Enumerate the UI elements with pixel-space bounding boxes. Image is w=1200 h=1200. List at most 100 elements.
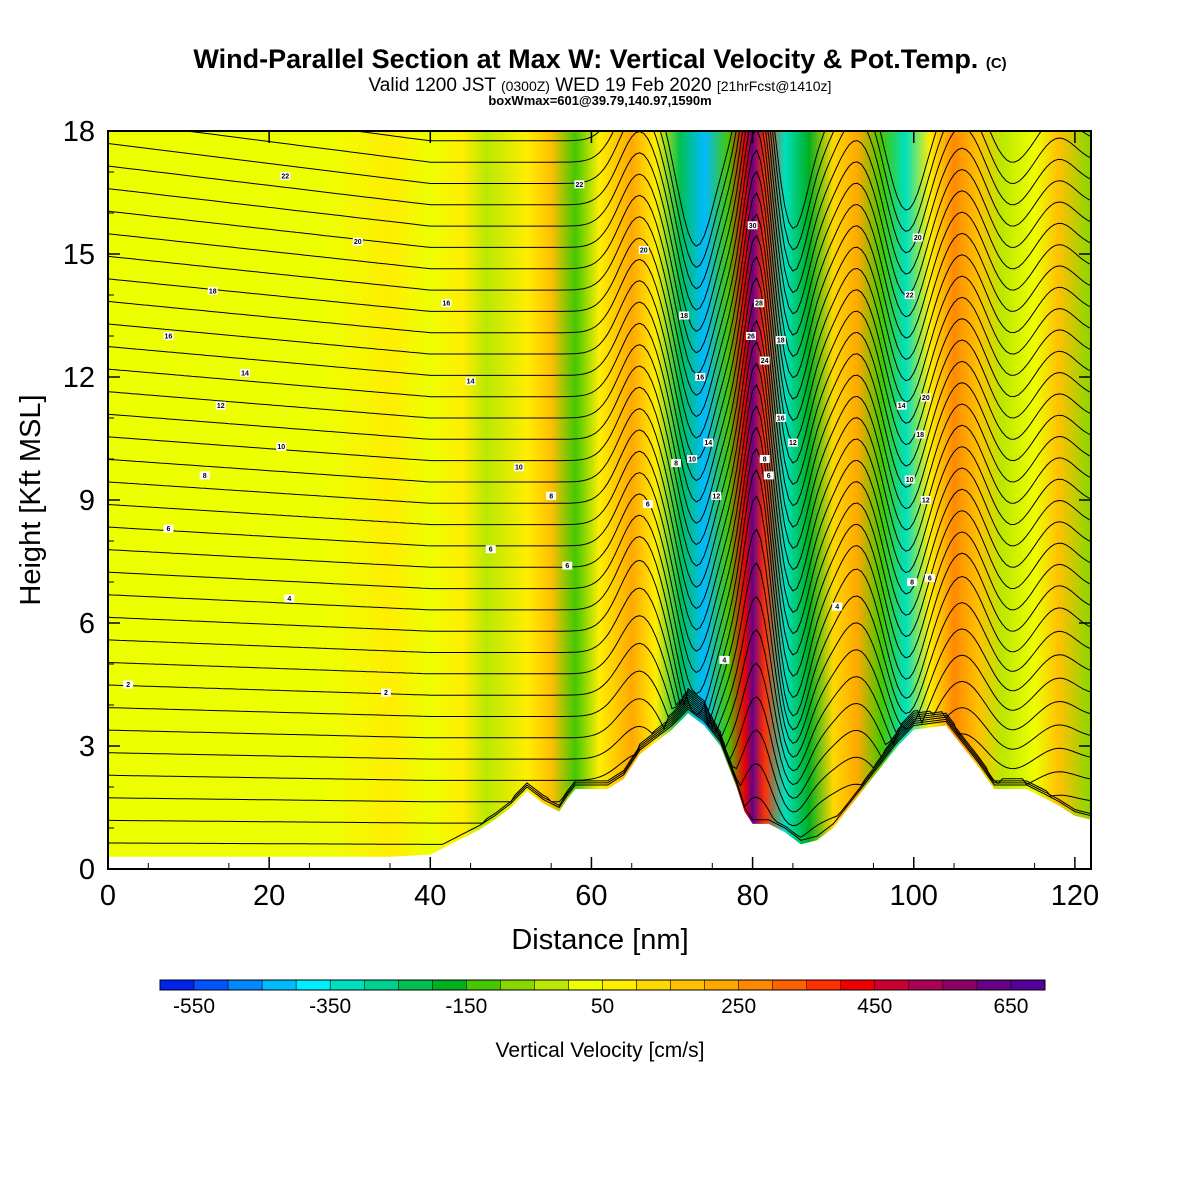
contour-label-bg [719, 655, 730, 664]
valid-c: WED 19 Feb 2020 [555, 75, 712, 96]
isentrope-line [108, 469, 1091, 716]
contour-label: 4 [722, 657, 726, 664]
contour-label-bg [904, 475, 915, 484]
colorbar-swatch [942, 979, 978, 991]
title-mark: (C) [985, 55, 1007, 72]
chart-title: Wind-Parallel Section at Max W: Vertical… [0, 44, 1200, 75]
isentrope-line [108, 708, 1091, 845]
contour-label: 28 [755, 301, 763, 308]
isentrope-line [108, 213, 1091, 460]
colorbar-swatch [806, 979, 842, 991]
contour-label-bg [562, 561, 573, 570]
contour-label: 22 [281, 174, 289, 181]
contour-label-bg [276, 442, 287, 451]
contour-label-bg [441, 299, 452, 308]
y-tick-label: 18 [63, 116, 95, 148]
contour-label-bg [787, 438, 798, 447]
contour-label-bg [687, 455, 698, 463]
isentrope-line [108, 702, 1091, 813]
contour-label-bg [711, 491, 722, 500]
isentrope-line [108, 277, 1091, 524]
contour-label-bg [239, 368, 250, 377]
colorbar-swatch [874, 979, 910, 991]
contour-label: 2 [384, 690, 388, 697]
contour-label-bg [754, 299, 765, 308]
contour-label: 18 [209, 288, 217, 295]
contour-label-bg [775, 414, 786, 422]
colorbar-swatch [227, 979, 263, 991]
contour-label: 12 [789, 440, 797, 447]
terrain [108, 713, 1091, 869]
contour-label-bg [745, 332, 756, 340]
colorbar-swatch [976, 979, 1012, 991]
contour-label-bg [775, 336, 786, 345]
contour-label: 20 [922, 395, 930, 402]
contour-label-bg [280, 172, 291, 181]
contour-label-bg [123, 680, 134, 689]
isentrope-line [108, 383, 1091, 631]
isentrope-line [108, 447, 1091, 695]
isentrope-line [108, 298, 1091, 546]
colorbar-swatch [398, 979, 433, 991]
colorbar-swatch [534, 979, 569, 991]
contour-label: 12 [922, 498, 930, 505]
colorbar-swatch [738, 979, 773, 991]
contour-label: 18 [680, 313, 688, 320]
contour-label-bg [163, 524, 174, 533]
contour-label: 8 [203, 473, 207, 480]
colorbar-swatch [261, 979, 297, 991]
colorbar-label: 450 [857, 995, 892, 1018]
contour-label: 2 [126, 682, 130, 689]
contour-label: 6 [767, 473, 771, 480]
colorbar-swatch [908, 979, 944, 991]
contour-label: 4 [287, 596, 291, 603]
colorbar-label: -350 [309, 995, 351, 1018]
contour-label-bg [924, 573, 935, 582]
colorbar-swatch [295, 979, 331, 991]
contour-label: 16 [696, 375, 704, 382]
contour-label-bg [465, 377, 476, 386]
contour-label-bg [763, 471, 774, 480]
axis-ticks: 0 20 40 60 80 100 120 0 3 6 9 12 15 18 [63, 116, 1099, 912]
contour-label: 12 [217, 403, 225, 410]
contour-label-bg [832, 602, 843, 611]
contour-label-bg [679, 311, 690, 320]
contour-label: 18 [916, 432, 924, 439]
contour-label-bg [546, 491, 557, 500]
isentrope-line [108, 405, 1091, 652]
isentrope-line [108, 426, 1091, 674]
y-tick-label: 0 [79, 854, 95, 886]
colorbar-swatch [159, 979, 195, 991]
contour-label-bg [920, 496, 931, 504]
isentrope-line [108, 495, 1091, 717]
contour-label: 4 [835, 604, 839, 611]
contour-label: 6 [646, 502, 650, 509]
isentrope-line [108, 704, 1091, 827]
contour-label-bg [759, 455, 770, 463]
contour-label: 8 [910, 580, 914, 587]
contour-label-bg [920, 393, 931, 402]
colorbar-label: -550 [173, 995, 215, 1018]
colorbar-swatch [602, 979, 637, 991]
isentrope-line [108, 595, 1091, 758]
y-tick-label: 15 [63, 239, 95, 271]
colorbar-swatch [500, 979, 535, 991]
isentrope-line [108, 131, 1091, 375]
contour-label-bg [207, 286, 218, 295]
contour-label: 14 [898, 403, 906, 410]
contour-label: 30 [749, 223, 757, 230]
isentrope-line [108, 131, 1091, 290]
isentrope-line [108, 528, 1091, 731]
contour-label-bg [915, 430, 926, 439]
contour-labels: 2220181616141412101088666422222018161412… [123, 172, 935, 697]
isentrope-line [108, 149, 1091, 396]
isentrope-line [108, 319, 1091, 567]
contour-label-bg [638, 245, 649, 254]
contour-label-bg [904, 291, 915, 299]
contour-label: 14 [241, 370, 249, 377]
y-axis-label: Height [Kft MSL] [15, 394, 47, 605]
contour-label-bg [759, 356, 770, 365]
colorbar-swatch [193, 979, 229, 991]
contour-label-bg [907, 578, 918, 586]
isentrope-line [108, 562, 1091, 745]
